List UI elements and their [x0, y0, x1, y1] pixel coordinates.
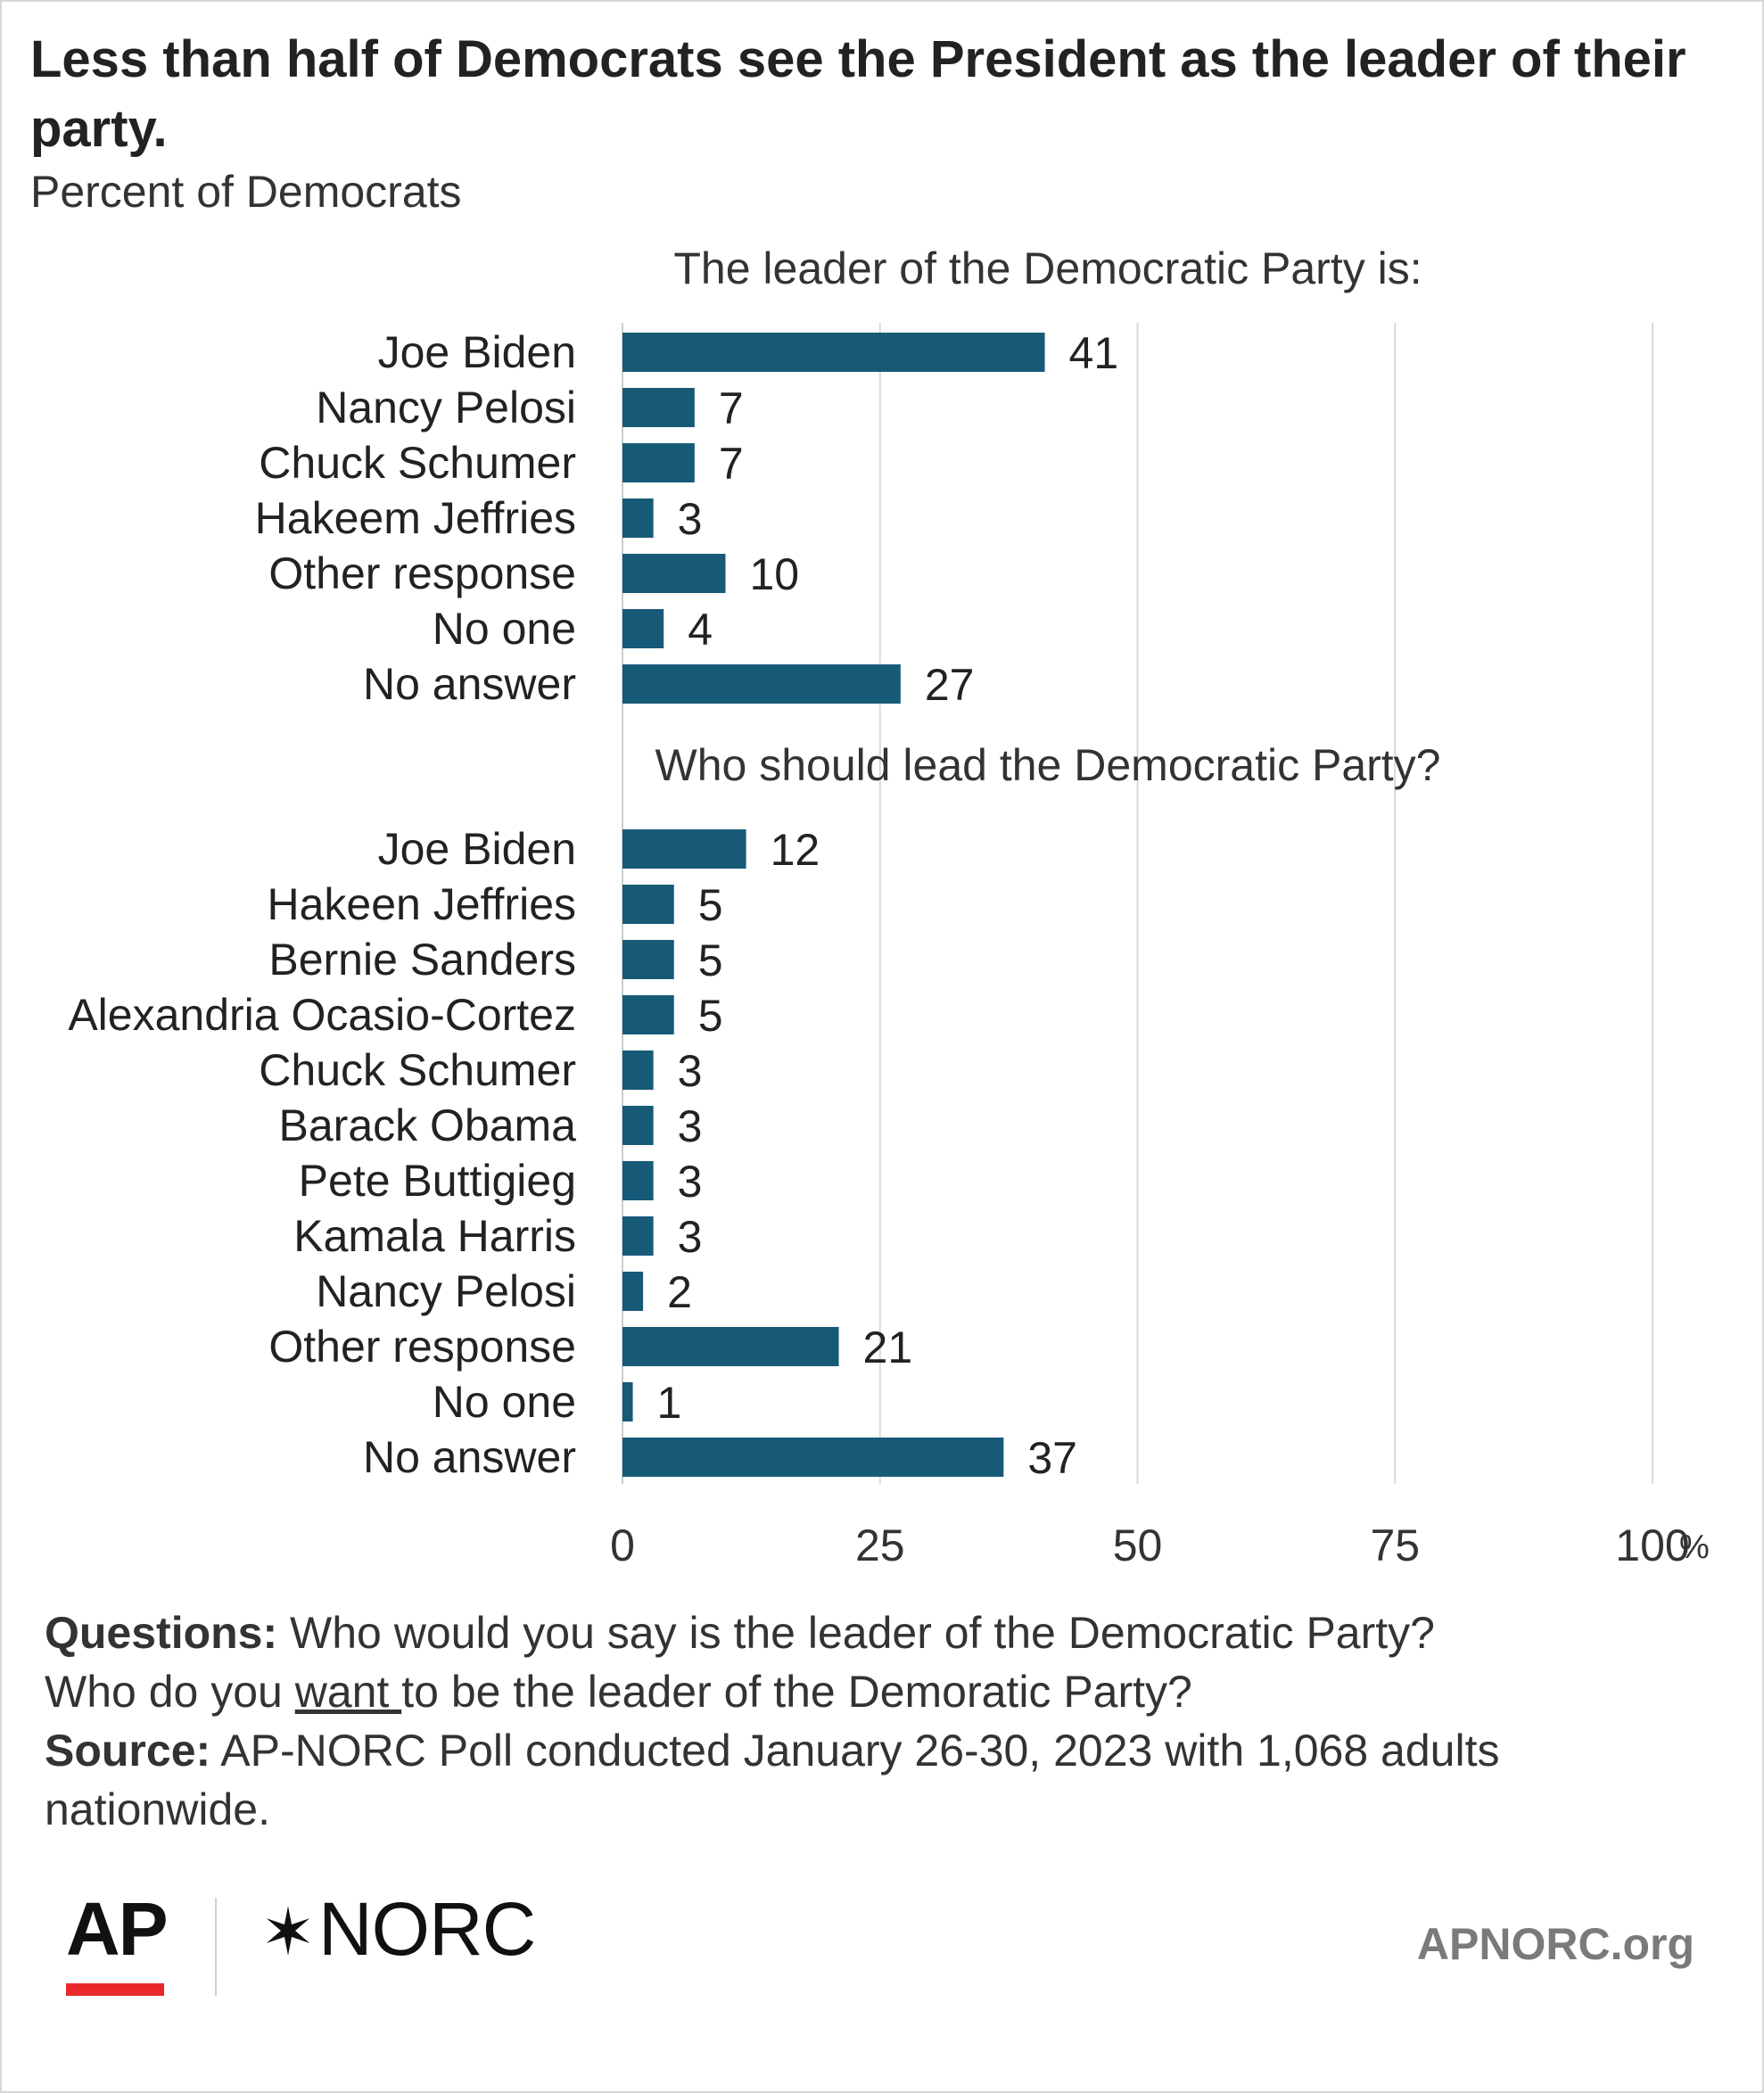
norc-star-icon: ✶: [260, 1895, 316, 1969]
panel-heading: The leader of the Democratic Party is:: [673, 243, 1422, 293]
questions-line-2-pre: Who do you: [45, 1667, 295, 1717]
source-note: Source: AP-NORC Poll conducted January 2…: [45, 1721, 1721, 1839]
ap-logo: AP: [66, 1887, 169, 1971]
category-label: Chuck Schumer: [259, 1045, 576, 1095]
data-label: 3: [678, 1157, 703, 1207]
data-label: 3: [678, 494, 703, 544]
bar: [622, 885, 674, 924]
x-axis-unit: %: [1679, 1529, 1710, 1566]
norc-logo: ✶NORC: [260, 1887, 536, 1973]
category-label: Hakeem Jeffries: [255, 493, 576, 543]
chart-title: Less than half of Democrats see the Pres…: [30, 30, 1686, 158]
data-label: 7: [719, 383, 744, 433]
bar: [622, 443, 695, 482]
data-label: 3: [678, 1212, 703, 1262]
ap-logo-underline: [66, 1983, 164, 1996]
panel-heading: Who should lead the Democratic Party?: [655, 740, 1441, 790]
category-label: Nancy Pelosi: [316, 1266, 576, 1316]
data-label: 5: [698, 991, 723, 1041]
data-label: 37: [1027, 1433, 1077, 1483]
source-label: Source:: [45, 1726, 211, 1776]
data-label: 2: [667, 1267, 692, 1317]
x-tick-label: 25: [855, 1520, 905, 1570]
questions-line-1: Who would you say is the leader of the D…: [277, 1608, 1435, 1658]
category-label: Alexandria Ocasio-Cortez: [68, 990, 576, 1040]
bar: [622, 1272, 644, 1311]
site-link[interactable]: APNORC.org: [1416, 1919, 1694, 1969]
questions-line-2-post: to be the leader of the Demoratic Party?: [401, 1667, 1192, 1717]
category-label: Other response: [268, 548, 576, 598]
bar: [622, 554, 726, 593]
x-tick-label: 75: [1370, 1520, 1420, 1570]
bar: [622, 664, 901, 704]
category-label: No answer: [363, 1432, 576, 1482]
data-label: 27: [925, 660, 975, 710]
x-tick-label: 100: [1615, 1520, 1689, 1570]
bar: [622, 1216, 654, 1256]
chart-subtitle: Percent of Democrats: [30, 167, 462, 217]
chart-notes: Questions: Who would you say is the lead…: [45, 1603, 1721, 1839]
logo-divider: [215, 1898, 217, 1996]
data-label: 10: [750, 549, 800, 599]
questions-label: Questions:: [45, 1608, 278, 1658]
bar-chart: The leader of the Democratic Party is: Jo…: [68, 243, 1710, 1570]
x-tick-label: 0: [610, 1520, 635, 1570]
category-label: Chuck Schumer: [259, 438, 576, 488]
bar: [622, 1382, 633, 1421]
data-label: 7: [719, 439, 744, 489]
category-label: Other response: [268, 1322, 576, 1372]
category-label: No answer: [363, 659, 576, 709]
bar: [622, 829, 746, 869]
data-label: 3: [678, 1046, 703, 1096]
category-label: Joe Biden: [378, 327, 576, 377]
bar: [622, 333, 1045, 372]
data-label: 41: [1069, 328, 1119, 378]
bar: [622, 940, 674, 979]
bar: [622, 1438, 1004, 1477]
questions-note: Questions: Who would you say is the lead…: [45, 1603, 1721, 1662]
questions-note-2: Who do you want to be the leader of the …: [45, 1662, 1721, 1721]
norc-logo-text: NORC: [318, 1887, 536, 1971]
category-label: Pete Buttigieg: [299, 1156, 576, 1206]
category-label: Nancy Pelosi: [316, 383, 576, 433]
bar: [622, 499, 654, 538]
category-label: No one: [433, 604, 576, 654]
bar: [622, 1051, 654, 1090]
category-label: Bernie Sanders: [268, 935, 576, 985]
data-label: 1: [657, 1378, 682, 1428]
x-tick-label: 50: [1113, 1520, 1163, 1570]
data-label: 5: [698, 880, 723, 930]
bar: [622, 388, 695, 427]
bar: [622, 609, 664, 648]
category-label: Kamala Harris: [293, 1211, 576, 1261]
questions-line-2-emphasis: want: [294, 1667, 402, 1717]
bar: [622, 1106, 654, 1145]
bar: [622, 995, 674, 1034]
data-label: 4: [688, 605, 713, 655]
data-label: 5: [698, 935, 723, 985]
bar: [622, 1327, 839, 1366]
data-label: 21: [863, 1323, 913, 1372]
category-label: No one: [433, 1377, 576, 1427]
bar: [622, 1161, 654, 1200]
category-label: Joe Biden: [378, 824, 576, 874]
source-text: AP-NORC Poll conducted January 26-30, 20…: [45, 1726, 1500, 1834]
category-label: Barack Obama: [279, 1100, 577, 1150]
data-label: 12: [771, 825, 820, 875]
category-label: Hakeen Jeffries: [268, 879, 576, 929]
data-label: 3: [678, 1101, 703, 1151]
